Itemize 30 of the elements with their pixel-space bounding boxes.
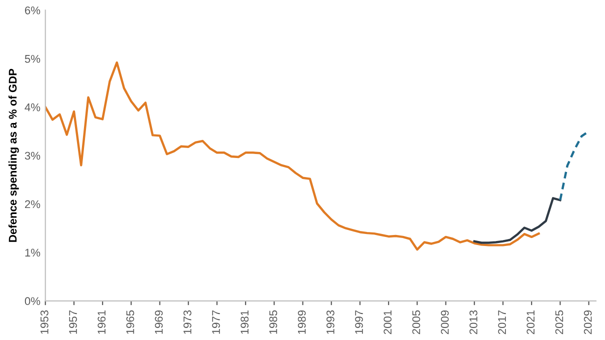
- y-tick-label: 3%: [24, 152, 40, 160]
- x-tick-label: 1961: [98, 310, 106, 334]
- y-tick-label: 0%: [24, 297, 40, 306]
- x-tick-label: 1993: [326, 310, 334, 334]
- x-tick-label: 2017: [498, 310, 506, 334]
- x-tick-label: 1997: [355, 310, 363, 334]
- x-tick-label: 2013: [469, 310, 478, 334]
- x-tick-label: 1969: [154, 310, 163, 334]
- y-tick-label: 2%: [25, 200, 40, 208]
- x-tick-label: 1977: [212, 310, 220, 334]
- x-tick-label: 1985: [269, 310, 278, 334]
- y-tick-label: 1%: [25, 248, 40, 257]
- x-tick-label: 2001: [384, 310, 392, 334]
- x-tick-label: 1981: [240, 310, 249, 334]
- y-tick-label: 6%: [25, 6, 40, 14]
- x-tick-label: 2009: [440, 310, 449, 334]
- x-tick-label: 1953: [40, 310, 48, 334]
- line-series: [45, 61, 540, 251]
- x-tick-label: 2005: [412, 310, 420, 334]
- x-tick-label: 2021: [526, 310, 535, 334]
- x-tick-label: 1965: [126, 310, 134, 334]
- x-tick-label: 2025: [555, 310, 564, 334]
- y-tick-label: 4%: [24, 103, 40, 112]
- x-tick-label: 2029: [584, 310, 592, 334]
- x-tick-label: 1973: [183, 310, 192, 334]
- y-axis-title: Defence spending as a % of GDP: [8, 68, 19, 242]
- x-tick-label: 1957: [69, 310, 77, 334]
- y-tick-label: 5%: [24, 54, 40, 63]
- x-tick-label: 1989: [298, 310, 306, 334]
- line-series: [473, 197, 562, 244]
